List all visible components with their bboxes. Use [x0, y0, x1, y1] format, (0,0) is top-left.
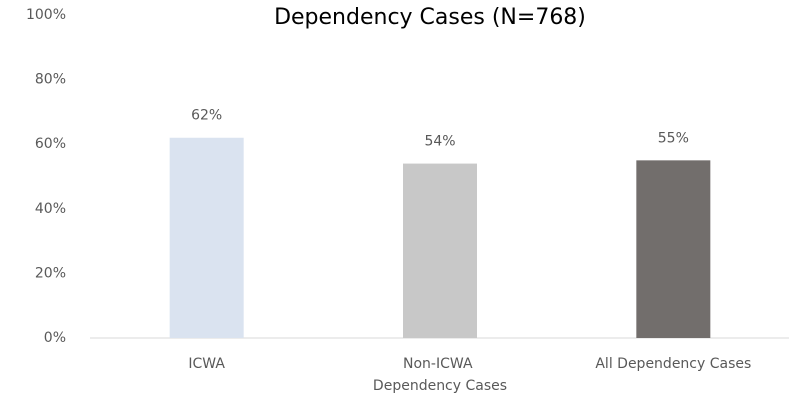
- bar: [169, 137, 244, 338]
- y-tick-label: 80%: [35, 72, 66, 88]
- x-tick-label: All Dependency Cases: [595, 356, 751, 372]
- chart-title: Dependency Cases (N=768): [274, 5, 586, 30]
- data-label: 54%: [424, 134, 455, 150]
- y-tick-label: 60%: [35, 136, 66, 152]
- x-tick-label: Non-ICWA Dependency Cases: [373, 356, 507, 394]
- bar: [403, 163, 477, 338]
- bar: [636, 160, 711, 338]
- y-tick-label: 20%: [35, 265, 66, 281]
- data-label: 62%: [191, 108, 222, 124]
- y-tick-label: 40%: [35, 201, 66, 217]
- x-tick-label: ICWA: [188, 356, 225, 372]
- y-tick-label: 0%: [44, 330, 66, 346]
- data-label: 55%: [658, 130, 689, 146]
- y-tick-label: 100%: [26, 7, 66, 23]
